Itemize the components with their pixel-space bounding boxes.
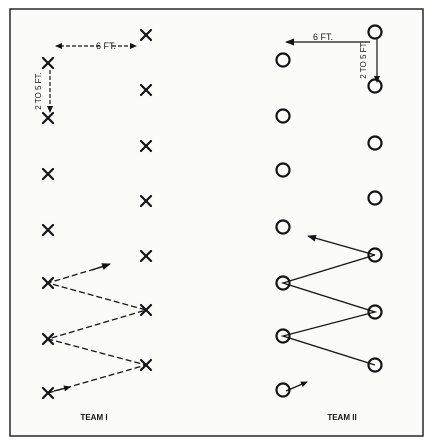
team-2-end-arrow bbox=[307, 234, 376, 256]
team-1-across-spacing-label: 6 FT. bbox=[96, 41, 116, 51]
team-1-player bbox=[139, 28, 153, 42]
team-1-player bbox=[41, 223, 55, 237]
team-2-player bbox=[367, 135, 383, 151]
team-1-start-arrow bbox=[53, 385, 71, 392]
team-2-player bbox=[367, 190, 383, 206]
team-1-player bbox=[139, 83, 153, 97]
team-2-pass-path bbox=[280, 254, 378, 366]
team-1-player bbox=[139, 249, 153, 263]
team-2-start-arrow bbox=[285, 381, 308, 392]
team-2-player bbox=[367, 78, 383, 94]
team-1-label: TEAM I bbox=[80, 413, 107, 422]
team-2-player bbox=[275, 162, 291, 178]
team-1-player bbox=[139, 303, 153, 317]
team-2-player bbox=[275, 219, 291, 235]
team-2-label: TEAM II bbox=[327, 413, 356, 422]
team-1-player bbox=[41, 56, 55, 70]
team-1-player bbox=[41, 167, 55, 181]
team-2-player bbox=[367, 24, 383, 40]
team-2-down-spacing-label: 2 TO 5 FT. bbox=[359, 41, 368, 79]
team-2-across-spacing-label: 6 FT. bbox=[313, 32, 333, 42]
team-1-down-spacing-label: 2 TO 5 FT. bbox=[34, 72, 43, 110]
team-1-player bbox=[139, 139, 153, 153]
team-1-player bbox=[139, 194, 153, 208]
team-1-player bbox=[41, 111, 55, 125]
team-2-player bbox=[275, 52, 291, 68]
diagram-frame bbox=[9, 8, 424, 437]
team-1-end-arrow bbox=[91, 263, 111, 271]
team-2-player bbox=[275, 108, 291, 124]
team-1-pass-path bbox=[45, 264, 149, 394]
